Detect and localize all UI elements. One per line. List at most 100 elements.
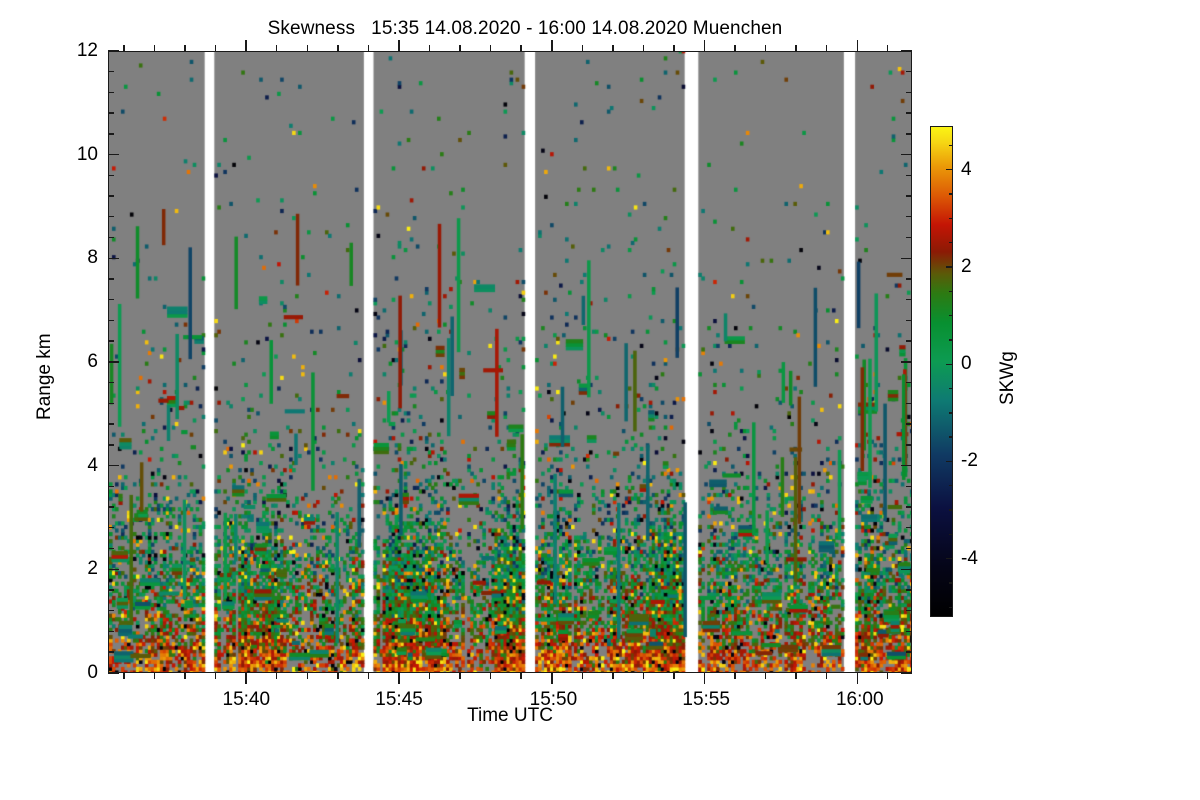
- y-tick-minor: [108, 547, 114, 550]
- colorbar-tick-major: [946, 169, 953, 171]
- x-tick-minor: [276, 45, 278, 51]
- colorbar-tick-major: [946, 557, 953, 560]
- y-tick-minor: [906, 444, 912, 446]
- y-tick-minor: [108, 485, 114, 487]
- colorbar-tick-minor: [949, 387, 953, 390]
- y-tick-major: [901, 464, 912, 467]
- colorbar-tick-label: 4: [961, 158, 972, 180]
- x-tick-minor: [276, 673, 278, 679]
- y-tick-major: [901, 361, 912, 363]
- y-tick-major: [108, 672, 119, 674]
- x-tick-minor: [153, 45, 156, 51]
- heatmap-plot-area[interactable]: [108, 51, 912, 673]
- y-tick-minor: [906, 299, 912, 301]
- colorbar-tick-minor: [949, 509, 953, 511]
- y-tick-minor: [108, 112, 114, 114]
- y-tick-minor: [906, 340, 912, 342]
- y-tick-minor: [906, 506, 912, 508]
- y-tick-minor: [906, 485, 912, 487]
- y-tick-minor: [108, 299, 114, 301]
- x-tick-major: [703, 673, 706, 684]
- y-tick-minor: [108, 195, 114, 197]
- x-tick-minor: [581, 45, 583, 51]
- y-tick-minor: [108, 91, 114, 94]
- x-tick-major: [245, 673, 248, 684]
- y-tick-major: [108, 153, 119, 156]
- x-tick-major: [551, 40, 553, 51]
- y-tick-minor: [108, 216, 114, 218]
- x-tick-minor: [734, 673, 736, 679]
- colorbar-tick-minor: [949, 144, 953, 147]
- x-tick-major: [398, 673, 400, 684]
- colorbar-gradient: [931, 127, 952, 616]
- x-tick-minor: [459, 45, 461, 51]
- x-tick-minor: [367, 673, 370, 679]
- x-tick-minor: [673, 45, 675, 51]
- y-tick-major: [108, 464, 119, 467]
- x-tick-minor: [795, 673, 797, 679]
- y-tick-label: 10: [76, 143, 98, 165]
- y-tick-minor: [906, 630, 912, 633]
- x-tick-minor: [642, 673, 645, 679]
- y-tick-minor: [108, 70, 114, 73]
- y-tick-minor: [108, 340, 114, 342]
- y-tick-minor: [108, 236, 114, 239]
- colorbar-tick-minor: [949, 339, 953, 341]
- x-tick-minor: [184, 673, 186, 679]
- y-tick-minor: [906, 91, 912, 94]
- y-tick-major: [108, 568, 119, 571]
- y-tick-minor: [108, 651, 114, 653]
- colorbar-tick-label: -2: [961, 450, 978, 472]
- x-tick-minor: [489, 673, 492, 679]
- x-tick-major: [856, 40, 859, 51]
- x-tick-minor: [642, 45, 645, 51]
- colorbar-tick-minor: [949, 217, 953, 220]
- y-tick-minor: [108, 319, 114, 322]
- x-tick-minor: [123, 673, 125, 679]
- x-tick-minor: [367, 45, 370, 51]
- x-tick-label: 16:00: [835, 689, 884, 710]
- y-tick-minor: [108, 423, 114, 425]
- y-tick-minor: [906, 216, 912, 218]
- colorbar-tick-label: 2: [961, 255, 972, 277]
- colorbar-tick-minor: [949, 606, 953, 608]
- y-tick-major: [108, 361, 119, 363]
- y-tick-minor: [906, 547, 912, 550]
- y-tick-major: [901, 672, 912, 674]
- colorbar-tick-minor: [949, 485, 953, 487]
- x-tick-minor: [825, 673, 828, 679]
- x-tick-minor: [673, 673, 675, 679]
- y-tick-minor: [108, 506, 114, 508]
- x-tick-label: 15:40: [222, 689, 271, 710]
- colorbar-tick-minor: [949, 412, 953, 414]
- x-tick-minor: [887, 45, 889, 51]
- x-tick-minor: [581, 673, 583, 679]
- x-tick-minor: [214, 673, 217, 679]
- x-tick-minor: [214, 45, 217, 51]
- y-tick-minor: [906, 651, 912, 653]
- colorbar-tick-major: [946, 266, 953, 268]
- x-tick-major: [398, 40, 400, 51]
- y-tick-minor: [906, 381, 912, 384]
- page-title: Skewness 15:35 14.08.2020 - 16:00 14.08.…: [267, 18, 783, 39]
- y-tick-minor: [108, 381, 114, 384]
- x-tick-major: [245, 40, 248, 51]
- colorbar-tick-minor: [949, 533, 953, 536]
- x-tick-minor: [612, 45, 614, 51]
- x-tick-minor: [459, 673, 461, 679]
- x-tick-minor: [428, 673, 431, 679]
- x-tick-minor: [184, 45, 186, 51]
- y-tick-minor: [906, 589, 912, 591]
- x-tick-minor: [887, 673, 889, 679]
- colorbar-tick-minor: [949, 193, 953, 195]
- colorbar-tick-minor: [949, 241, 953, 244]
- y-tick-label: 4: [87, 454, 98, 476]
- y-tick-minor: [108, 133, 114, 135]
- y-tick-minor: [108, 444, 114, 446]
- y-tick-minor: [906, 133, 912, 135]
- y-tick-minor: [906, 174, 912, 176]
- y-tick-minor: [108, 527, 114, 529]
- y-tick-minor: [108, 610, 114, 612]
- y-tick-major: [108, 257, 119, 260]
- y-tick-label: 8: [87, 247, 98, 269]
